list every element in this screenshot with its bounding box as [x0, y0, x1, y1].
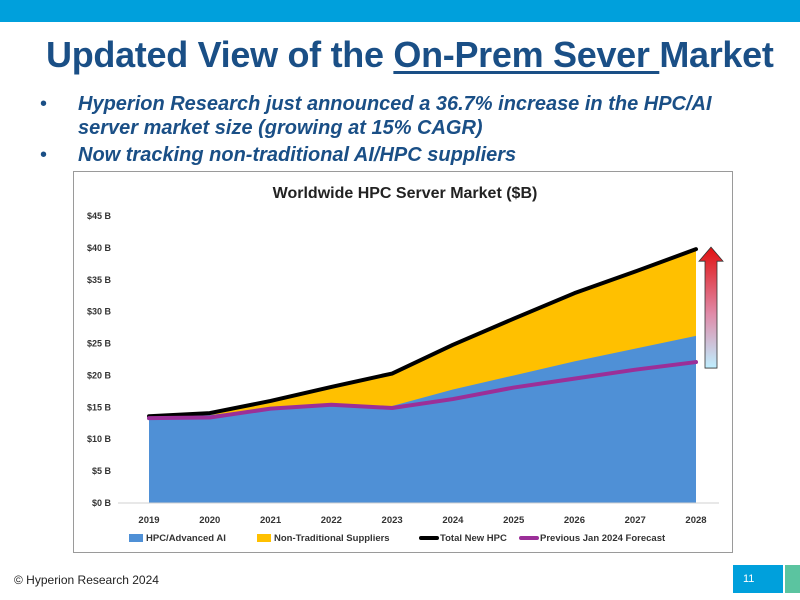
y-tick-label: $25 B	[87, 339, 112, 349]
page-number: 11	[743, 573, 755, 585]
x-tick-label: 2022	[321, 515, 342, 526]
y-tick-label: $35 B	[87, 275, 112, 285]
x-tick-label: 2024	[442, 515, 464, 526]
legend-swatch	[257, 534, 271, 542]
corner-accent-strip	[785, 565, 800, 593]
chart-frame: Worldwide HPC Server Market ($B) $0 B $5 B…	[73, 171, 733, 553]
y-tick-label: $30 B	[87, 307, 112, 317]
y-tick-label: $0 B	[92, 498, 112, 508]
area-hpc-advanced-ai	[149, 335, 696, 503]
page-number-badge: 11	[733, 565, 783, 593]
chart-title: Worldwide HPC Server Market ($B)	[273, 185, 538, 202]
legend-label: Previous Jan 2024 Forecast	[540, 533, 666, 544]
line-previous-forecast	[147, 360, 698, 421]
y-tick-label: $20 B	[87, 370, 112, 380]
x-tick-label: 2023	[382, 515, 403, 526]
x-tick-label: 2027	[625, 515, 646, 526]
y-tick-label: $40 B	[87, 243, 112, 253]
legend-label: HPC/Advanced AI	[146, 533, 226, 544]
increase-arrow-icon	[698, 246, 724, 369]
legend-label: Total New HPC	[440, 533, 507, 544]
bullet-item: • Now tracking non-traditional AI/HPC sup…	[40, 143, 768, 167]
y-tick-label: $10 B	[87, 434, 112, 444]
bullet-item: • Hyperion Research just announced a 36.7…	[40, 92, 768, 140]
bullet-text: Now tracking non-traditional AI/HPC supp…	[78, 144, 517, 166]
legend-label: Non-Traditional Suppliers	[274, 533, 390, 544]
top-accent-bar	[0, 0, 800, 22]
x-tick-label: 2021	[260, 515, 282, 526]
title-text-end: Market	[659, 34, 774, 75]
bullet-list: • Hyperion Research just announced a 36.7…	[40, 92, 768, 170]
legend-swatch	[129, 534, 143, 542]
bullet-text: Hyperion Research just announced a 36.7%…	[78, 93, 712, 139]
bullet-dot: •	[40, 144, 48, 166]
x-tick-label: 2028	[685, 515, 706, 526]
title-text-start: Updated View of the	[46, 34, 394, 75]
y-tick-label: $15 B	[87, 402, 112, 412]
copyright-notice: © Hyperion Research 2024	[14, 573, 159, 587]
slide-title: Updated View of the On-Prem Sever Market	[46, 34, 774, 76]
title-underlined-text: On-Prem Sever	[393, 34, 660, 75]
x-tick-label: 2025	[503, 515, 525, 526]
line-total-new-hpc	[147, 247, 698, 419]
bullet-dot: •	[40, 93, 48, 115]
y-tick-label: $45 B	[87, 211, 112, 221]
market-chart: Worldwide HPC Server Market ($B) $0 B $5 B…	[87, 185, 724, 544]
x-tick-label: 2019	[138, 515, 159, 526]
x-tick-label: 2026	[564, 515, 585, 526]
y-tick-label: $5 B	[92, 466, 112, 476]
x-tick-label: 2020	[199, 515, 220, 526]
